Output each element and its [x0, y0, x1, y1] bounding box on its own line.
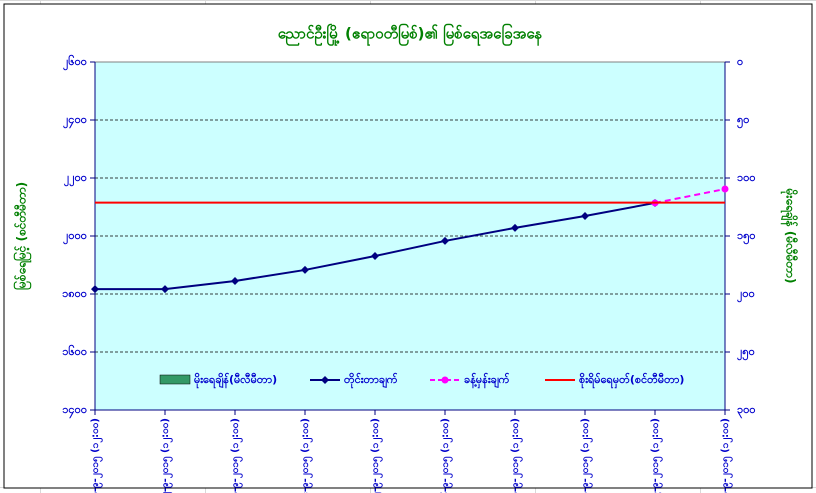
legend-item: ခန့်မှန်းချက် [430, 372, 510, 389]
y-tick-label: ၁၄၀၀ [62, 403, 87, 419]
y-tick-label: ၁၈၀၀ [62, 287, 87, 300]
legend-item: စိုးရိမ်ရေမှတ်(စင်တီမီတာ) [545, 372, 684, 389]
y2-tick-label: ၃၀၀ [737, 403, 756, 419]
legend-label: မိုးရေချိန်(မီလီမီတာ) [194, 372, 277, 389]
y2-tick-label: ၀ [737, 55, 743, 68]
y-tick-label: ၂၀၀၀ [63, 229, 87, 245]
y2-tick-label: ၅၀ [737, 113, 749, 129]
legend-label: တိုင်းတာချက် [344, 372, 398, 389]
y-tick-label: ၂၂၀၀ [64, 171, 87, 187]
data-point [91, 285, 99, 294]
y2-tick-label: ၁၀၀ [737, 171, 756, 184]
legend-item: မိုးရေချိန်(မီလီမီတာ) [159, 372, 277, 389]
y-tick-label: ၁၆၀၀ [62, 345, 87, 358]
data-point [161, 285, 169, 294]
y2-tick-label: ၂၀၀ [737, 287, 755, 303]
data-point [721, 185, 729, 193]
x-tick-label: ၉-၉-၂၀၁၅ (၁၂:၀၀) [650, 418, 664, 493]
legend-item: တိုင်းတာချက် [310, 372, 398, 389]
data-point [231, 276, 239, 285]
data-point [371, 252, 379, 261]
x-tick-label: ၁-၉-၂၀၁၅ (၁၂:၀၀) [90, 418, 104, 493]
x-tick-label: ၆-၉-၂၀၁၅ (၁၂:၀၀) [438, 418, 454, 493]
legend-label: စိုးရိမ်ရေမှတ်(စင်တီမီတာ) [579, 372, 684, 389]
x-tick-label: ၄-၉-၂၀၁၅ (၁၂:၀၀) [300, 418, 314, 493]
y2-tick-label: ၂၅၀ [737, 345, 755, 361]
y2-tick-label: ၁၅၀ [737, 229, 756, 245]
y-tick-label: ၂၄၀၀ [63, 113, 87, 129]
legend-marker [441, 376, 449, 384]
legend-label: ခန့်မှန်းချက် [464, 372, 510, 389]
y-axis-title: မြစ်ရေမြင့် (စင်တီမီတာ) [12, 182, 33, 290]
data-point [441, 236, 449, 245]
series-line [654, 188, 726, 204]
x-tick-label: ၇-၉-၂၀၁၅ (၁၂:၀၀) [510, 418, 524, 493]
legend-swatch [159, 374, 191, 385]
legend-marker [321, 376, 329, 384]
x-tick-label: ၁၀-၉-၂၀၁၅ (၁၂:၀၀) [720, 418, 734, 493]
data-point [301, 265, 309, 274]
x-tick-label: ၂-၉-၂၀၁၅ (၁၂:၀၀) [160, 418, 174, 493]
y-tick-label: ၂၆၀၀ [63, 55, 87, 71]
x-tick-label: ၅-၉-၂၀၁၅ (၁၂:၀၀) [370, 418, 384, 493]
x-tick-label: ၃-၉-၂၀၁၅ (၁၂:၀၀) [230, 418, 244, 493]
x-tick-label: ၈-၉-၂၀၁၅ (၁၂:၀၀) [580, 418, 594, 493]
y2-axis-title: မိုးရေချိန် (မီလီမီတာ) [780, 188, 800, 284]
data-point [511, 223, 519, 232]
data-point [581, 211, 589, 220]
